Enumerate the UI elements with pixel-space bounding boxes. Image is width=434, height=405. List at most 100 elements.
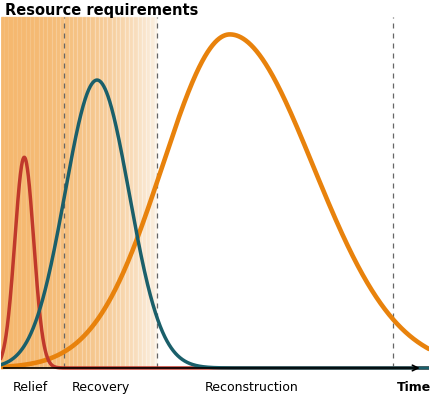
Bar [105, 17, 106, 368]
Bar [131, 17, 132, 368]
Bar [50, 17, 51, 368]
Bar [84, 17, 85, 368]
Bar [107, 17, 108, 368]
Bar [111, 17, 112, 368]
Bar [149, 17, 150, 368]
Bar [138, 17, 140, 368]
Bar [68, 17, 69, 368]
Bar [16, 17, 18, 368]
Bar [38, 17, 39, 368]
Bar [63, 17, 64, 368]
Bar [18, 17, 19, 368]
Bar [69, 17, 71, 368]
Bar [24, 17, 25, 368]
Bar [10, 17, 11, 368]
Bar [47, 17, 49, 368]
Bar [95, 17, 97, 368]
Bar [7, 17, 9, 368]
Bar [102, 17, 103, 368]
Bar [142, 17, 144, 368]
Bar [120, 17, 122, 368]
Bar [122, 17, 123, 368]
Text: Reconstruction: Reconstruction [204, 381, 297, 394]
Bar [151, 17, 153, 368]
Bar [110, 17, 111, 368]
Bar [26, 17, 28, 368]
Bar [39, 17, 41, 368]
Bar [45, 17, 46, 368]
Bar [127, 17, 128, 368]
Text: Recovery: Recovery [72, 381, 130, 394]
Bar [77, 17, 79, 368]
Bar [92, 17, 93, 368]
Bar [32, 17, 33, 368]
Bar [97, 17, 98, 368]
Bar [22, 17, 23, 368]
Bar [6, 17, 7, 368]
Bar [154, 17, 155, 368]
Bar [150, 17, 151, 368]
Bar [99, 17, 101, 368]
Bar [144, 17, 145, 368]
Bar [106, 17, 107, 368]
Bar [80, 17, 81, 368]
Bar [129, 17, 131, 368]
Bar [145, 17, 146, 368]
Bar [140, 17, 141, 368]
Bar [82, 17, 84, 368]
Bar [94, 17, 95, 368]
Bar [101, 17, 102, 368]
Bar [73, 17, 75, 368]
Bar [42, 17, 43, 368]
Bar [124, 17, 125, 368]
Bar [56, 17, 58, 368]
Bar [132, 17, 133, 368]
Bar [115, 17, 116, 368]
Bar [23, 17, 24, 368]
Bar [137, 17, 138, 368]
Bar [98, 17, 99, 368]
Bar [1, 17, 2, 368]
Bar [2, 17, 3, 368]
Bar [20, 17, 22, 368]
Bar [59, 17, 60, 368]
Bar [119, 17, 120, 368]
Bar [136, 17, 137, 368]
Bar [58, 17, 59, 368]
Bar [89, 17, 90, 368]
Bar [71, 17, 72, 368]
Text: Relief: Relief [13, 381, 48, 394]
Bar [135, 17, 136, 368]
Bar [66, 17, 67, 368]
Bar [79, 17, 80, 368]
Bar [34, 17, 36, 368]
Bar [28, 17, 29, 368]
Bar [30, 17, 32, 368]
Bar [116, 17, 118, 368]
Bar [46, 17, 47, 368]
Bar [81, 17, 82, 368]
Bar [141, 17, 142, 368]
Bar [11, 17, 13, 368]
Bar [112, 17, 114, 368]
Bar [103, 17, 105, 368]
Bar [146, 17, 148, 368]
Bar [153, 17, 154, 368]
Bar [88, 17, 89, 368]
Bar [108, 17, 110, 368]
Text: Time: Time [396, 381, 430, 394]
Bar [36, 17, 37, 368]
Bar [49, 17, 50, 368]
Bar [76, 17, 77, 368]
Bar [14, 17, 15, 368]
Bar [55, 17, 56, 368]
Bar [53, 17, 54, 368]
Bar [5, 17, 6, 368]
Bar [13, 17, 14, 368]
Bar [60, 17, 62, 368]
Bar [54, 17, 55, 368]
Bar [37, 17, 38, 368]
Bar [123, 17, 124, 368]
Bar [33, 17, 34, 368]
Bar [3, 17, 5, 368]
